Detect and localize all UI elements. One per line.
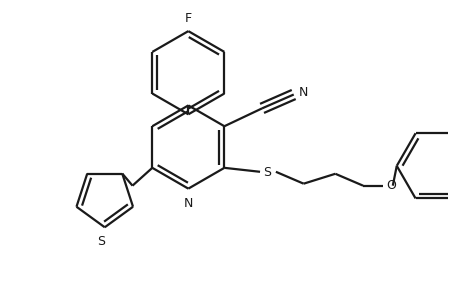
Text: F: F: [185, 12, 192, 25]
Text: N: N: [184, 196, 193, 210]
Text: S: S: [263, 166, 271, 179]
Text: O: O: [386, 179, 396, 192]
Text: N: N: [299, 86, 308, 99]
Text: S: S: [97, 235, 105, 248]
